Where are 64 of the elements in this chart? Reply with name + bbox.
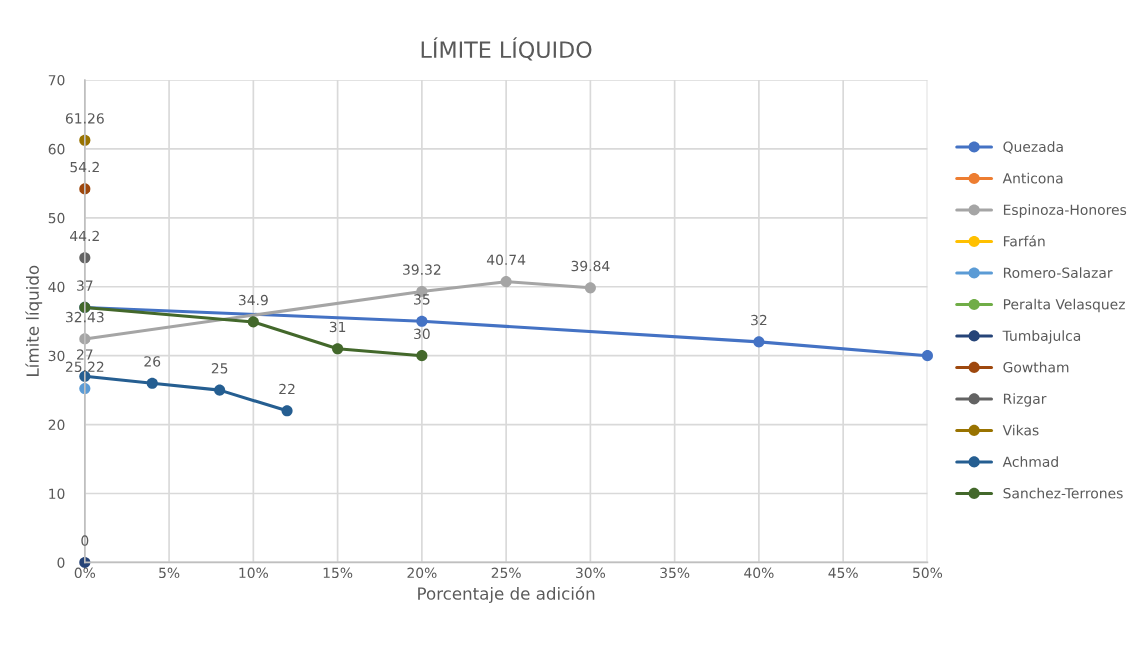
legend-label: Sanchez-Terrones — [1003, 487, 1123, 499]
legend-label: Farfán — [1003, 235, 1045, 247]
data-label: 32.43 — [66, 311, 104, 323]
data-label: 61.26 — [65, 113, 104, 124]
data-label: 27 — [77, 349, 93, 360]
data-label: 39.32 — [403, 264, 441, 275]
x-tick-label: 0% — [74, 567, 96, 579]
y-tick-label: 70 — [48, 74, 65, 86]
y-tick-label: 60 — [48, 143, 65, 155]
point — [416, 350, 428, 362]
y-tick-label: 20 — [48, 419, 65, 431]
point — [281, 405, 293, 417]
legend-label: Anticona — [1002, 172, 1063, 184]
y-tick-label: 30 — [48, 350, 65, 362]
legend-label: Tumbajulca — [1002, 330, 1081, 344]
legend-label: Gowtham — [1003, 361, 1069, 373]
point — [146, 377, 158, 389]
point — [584, 282, 596, 294]
data-label: 35 — [414, 294, 430, 305]
y-tick-label: 40 — [48, 281, 65, 293]
data-label: 30 — [414, 328, 430, 340]
point — [500, 276, 512, 288]
data-label: 40.74 — [486, 254, 526, 266]
point — [753, 336, 765, 348]
x-tick-label: 40% — [744, 567, 774, 579]
data-label: 25 — [211, 363, 228, 374]
x-tick-label: 45% — [828, 567, 858, 579]
x-tick-label: 35% — [660, 567, 690, 579]
legend-label: Quezada — [1003, 141, 1063, 154]
point — [214, 384, 226, 396]
data-label: 26 — [144, 356, 161, 367]
data-label: 32 — [751, 314, 767, 326]
point — [921, 350, 933, 362]
data-label: 34.9 — [238, 294, 268, 306]
x-tick-label: 15% — [323, 567, 353, 579]
y-axis-title: Límite líquido — [25, 265, 43, 376]
data-label: 54.2 — [70, 161, 99, 173]
legend-label: Romero-Salazar — [1003, 267, 1113, 278]
point — [247, 316, 259, 328]
legend-label: Espinoza-Honores — [1003, 204, 1127, 218]
legend-label: Rizgar — [1003, 393, 1047, 407]
data-label: 25.22 — [65, 361, 104, 373]
x-tick-label: 5% — [159, 567, 180, 579]
data-label: 0 — [81, 535, 89, 546]
point — [332, 343, 344, 355]
x-tick-label: 30% — [576, 567, 606, 579]
y-tick-label: 0 — [57, 557, 65, 568]
data-label: 37 — [77, 280, 93, 291]
data-label: 22 — [279, 383, 295, 395]
legend-label: Vikas — [1002, 424, 1039, 436]
y-tick-label: 50 — [48, 212, 65, 224]
point — [416, 315, 428, 327]
legend-label: Peralta Velasquez — [1003, 298, 1125, 313]
data-label: 44.2 — [70, 230, 99, 242]
legend-label: Achmad — [1002, 456, 1058, 467]
chart-title: LÍMITE LÍQUIDO — [421, 37, 592, 61]
data-label: 39.84 — [571, 260, 610, 272]
x-tick-label: 50% — [913, 567, 943, 579]
x-tick-label: 25% — [491, 567, 521, 579]
data-label: 31 — [329, 321, 346, 333]
x-tick-label: 10% — [239, 567, 269, 579]
x-tick-label: 20% — [407, 567, 437, 579]
y-tick-label: 10 — [49, 488, 65, 499]
x-axis-title: Porcentaje de adición — [418, 586, 595, 604]
